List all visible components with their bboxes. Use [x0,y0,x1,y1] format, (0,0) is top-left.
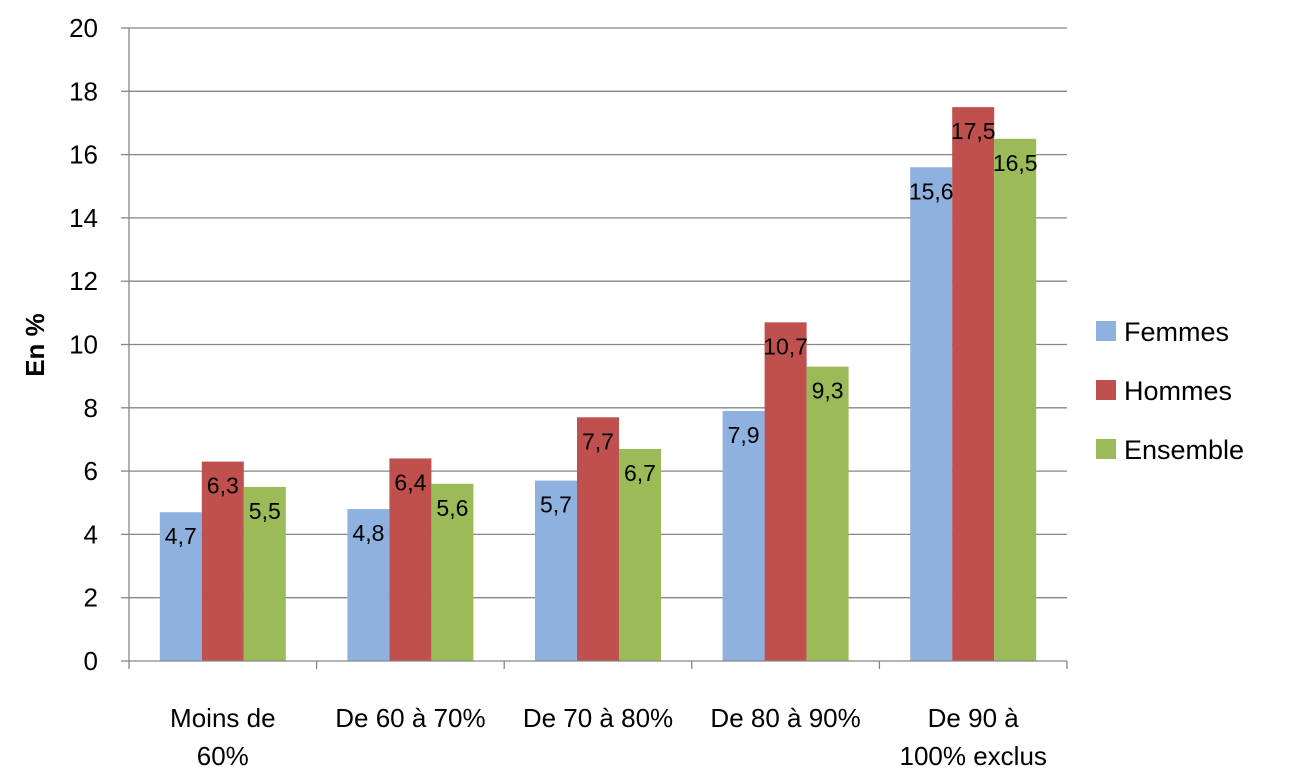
data-label: 5,7 [540,492,572,518]
legend-label: Hommes [1124,376,1232,406]
y-tick-label: 18 [69,76,98,106]
data-label: 6,7 [624,460,656,486]
data-label: 7,9 [728,422,760,448]
x-category-label: 60% [197,741,249,768]
bar-hommes [577,417,619,661]
legend-swatch [1096,439,1116,459]
legend-label: Femmes [1124,317,1229,347]
axes: 0 2 4 6 8 10 12 14 16 18 20 Moins de 60% De 60 à 70% D… [69,13,1068,768]
x-category-label: 100% exclus [899,741,1046,768]
x-category-label: De 70 à 80% [523,703,673,733]
data-label: 15,6 [909,178,954,204]
y-tick-label: 8 [84,393,98,423]
bar-femmes [722,410,765,661]
bar-femmes [535,480,577,661]
y-tick-label: 6 [84,456,98,486]
bars [159,107,1037,661]
bar-ensemble [806,366,849,661]
x-category-label: De 90 à [928,703,1020,733]
x-category-label: Moins de [170,703,276,733]
y-tick-label: 16 [69,140,98,170]
data-label: 6,3 [207,473,239,499]
y-axis-title: En % [20,313,50,377]
legend-swatch [1096,321,1116,341]
y-tick-label: 2 [84,583,98,613]
bar-ensemble [994,138,1037,661]
y-tick-label: 20 [69,13,98,43]
data-label: 4,8 [352,520,384,546]
y-tick-label: 12 [69,266,98,296]
data-label: 16,5 [993,150,1038,176]
bar-ensemble [619,448,661,661]
data-label: 17,5 [951,118,996,144]
y-tick-label: 10 [69,330,98,360]
bar-femmes [910,167,953,661]
data-labels: 4,7 4,8 5,7 7,9 15,6 6,3 6,4 7,7 10,7 17,5 5,5 5,6 6… [165,118,1038,549]
bar-hommes [201,461,244,661]
bar-ensemble [243,486,286,661]
legend-swatch [1096,380,1116,400]
data-label: 10,7 [763,333,808,359]
data-label: 7,7 [582,428,614,454]
data-label: 5,5 [249,498,281,524]
bar-ensemble [431,483,474,661]
data-label: 9,3 [812,378,844,404]
data-label: 5,6 [436,495,468,521]
data-label: 6,4 [394,469,426,495]
bar-hommes [952,107,995,661]
bar-hommes [764,322,807,661]
legend-label: Ensemble [1124,435,1244,465]
bar-femmes [347,509,390,661]
bar-femmes [159,512,202,661]
data-label: 4,7 [165,523,197,549]
x-category-label: De 60 à 70% [335,703,485,733]
bar-hommes [389,458,432,661]
y-tick-label: 4 [84,519,98,549]
y-tick-label: 0 [84,646,98,676]
y-tick-label: 14 [69,203,98,233]
x-category-label: De 80 à 90% [710,703,860,733]
legend: Femmes Hommes Ensemble [1096,317,1244,465]
